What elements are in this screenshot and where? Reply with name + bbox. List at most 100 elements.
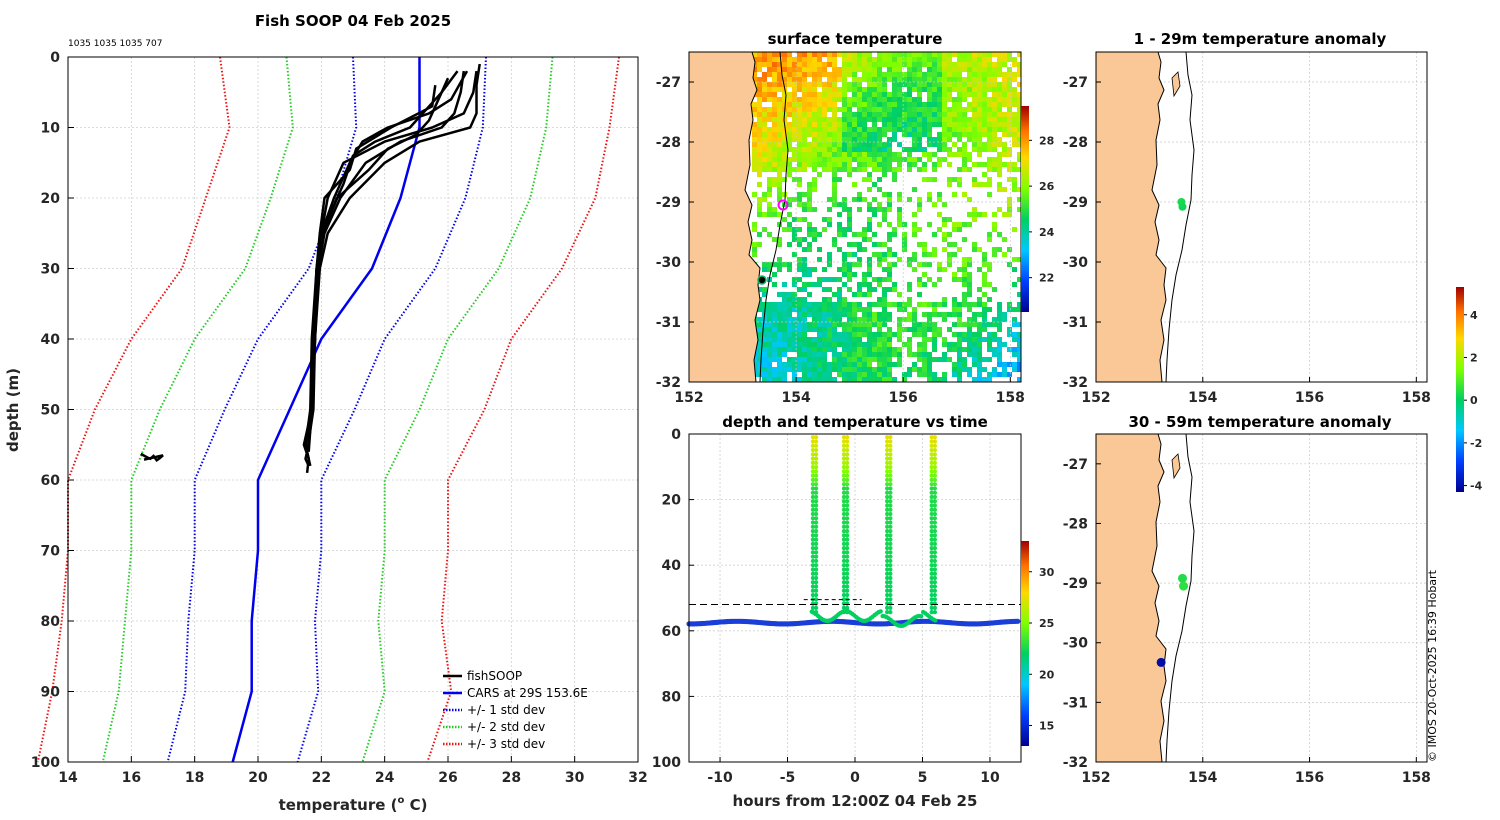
sst-ytick-label: -30 — [656, 255, 682, 271]
sst-cell — [847, 97, 852, 102]
sst-cell — [917, 367, 922, 372]
sst-cell — [997, 167, 1002, 172]
depthtime-cast-point — [845, 511, 850, 517]
sst-cell — [867, 317, 872, 322]
sst-cell — [827, 302, 832, 307]
sst-cell — [797, 147, 802, 152]
sst-cell — [792, 302, 797, 307]
profile-ytick-label: 80 — [41, 614, 61, 630]
sst-cell — [797, 307, 802, 312]
sst-cell — [837, 322, 842, 327]
sst-cell — [907, 157, 912, 162]
sst-cell — [782, 67, 787, 72]
sst-cell — [932, 57, 937, 62]
sst-cell — [897, 152, 902, 157]
sst-cell — [1007, 147, 1012, 152]
sst-cell — [987, 262, 992, 267]
sst-cell — [852, 157, 857, 162]
sst-cell — [917, 167, 922, 172]
sst-cell — [782, 327, 787, 332]
sst-cell — [822, 342, 827, 347]
sst-cell — [862, 112, 867, 117]
sst-cell — [897, 102, 902, 107]
sst-cell — [887, 152, 892, 157]
sst-cell — [892, 172, 897, 177]
sst-cell — [897, 347, 902, 352]
sst-cell — [972, 97, 977, 102]
sst-cell — [837, 247, 842, 252]
sst-cell — [1002, 187, 1007, 192]
sst-cell — [822, 227, 827, 232]
sst-cell — [777, 292, 782, 297]
sst-cell — [907, 257, 912, 262]
sst-cell — [957, 267, 962, 272]
sst-cell — [857, 332, 862, 337]
depthtime-grid — [689, 433, 1021, 763]
sst-cell — [777, 367, 782, 372]
sst-cell — [777, 137, 782, 142]
sst-cell — [997, 112, 1002, 117]
sst-cell — [862, 132, 867, 137]
sst-cell — [777, 187, 782, 192]
sst-cell — [802, 202, 807, 207]
sst-cell — [1012, 132, 1017, 137]
sst-cell — [887, 72, 892, 77]
sst-cell — [852, 367, 857, 372]
depthtime-cast-point — [932, 511, 937, 517]
sst-cell — [882, 147, 887, 152]
depthtime-cast-point — [814, 499, 819, 504]
sst-cell — [802, 137, 807, 142]
sst-cell — [957, 182, 962, 187]
sst-cell — [837, 87, 842, 92]
sst-cell — [807, 247, 812, 252]
sst-cell — [852, 292, 857, 297]
sst-cell — [777, 127, 782, 132]
sst-cell — [792, 252, 797, 257]
sst-cell — [937, 192, 942, 197]
sst-cell — [1012, 137, 1017, 142]
sst-cell — [877, 332, 882, 337]
profile-ylabel: depth (m) — [4, 368, 22, 452]
sst-cell — [847, 252, 852, 257]
sst-cell — [807, 282, 812, 287]
sst-cell — [1012, 307, 1017, 312]
sst-cell — [857, 67, 862, 72]
depthtime-cast-point — [810, 567, 815, 572]
sst-cell — [962, 122, 967, 127]
sst-cell — [962, 127, 967, 132]
sst-cell — [817, 147, 822, 152]
sst-cell — [882, 297, 887, 302]
sst-cell — [977, 182, 982, 187]
depthtime-cast-point — [932, 584, 937, 589]
sst-cell — [787, 122, 792, 127]
depthtime-cast-point — [885, 439, 890, 444]
depthtime-cast-point — [810, 571, 815, 576]
sst-cell — [832, 97, 837, 102]
sst-cell — [797, 142, 802, 147]
sst-cell — [767, 267, 772, 272]
sst-cell — [917, 57, 922, 62]
sst-cell — [927, 377, 932, 382]
sst-cell — [1012, 87, 1017, 92]
sst-cell — [757, 342, 762, 347]
sst-cell — [807, 87, 812, 92]
sst-cell — [972, 142, 977, 147]
sst-cell — [912, 102, 917, 107]
sst-cell — [947, 92, 952, 97]
sst-cell — [792, 377, 797, 382]
sst-cell — [822, 62, 827, 67]
sst-cell — [922, 327, 927, 332]
sst-cell — [952, 227, 957, 232]
sst-cell — [862, 322, 867, 327]
sst-cell — [817, 97, 822, 102]
sst-cell — [842, 72, 847, 77]
sst-cell — [827, 362, 832, 367]
sst-cell — [752, 122, 757, 127]
sst-cell — [962, 267, 967, 272]
sst-cell — [887, 52, 892, 57]
depthtime-data — [686, 435, 1021, 629]
depthtime-cast-point — [814, 469, 819, 474]
sst-cell — [802, 157, 807, 162]
sst-cell — [872, 57, 877, 62]
sst-cell — [892, 102, 897, 107]
